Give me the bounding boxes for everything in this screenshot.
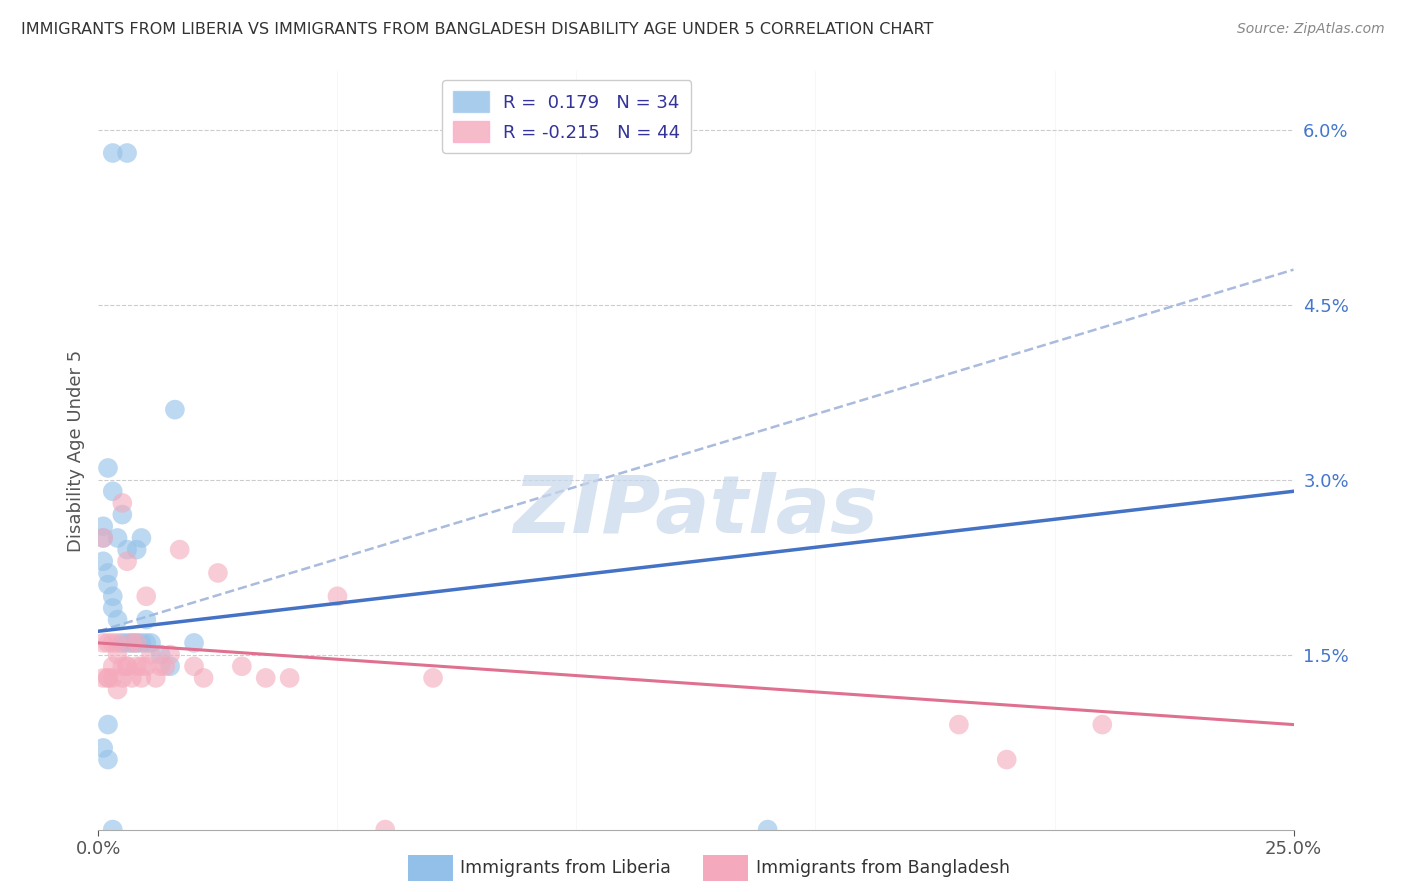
Point	[91, 671, 114, 685]
Point	[115, 636, 138, 650]
Point	[121, 636, 143, 650]
Point	[97, 753, 120, 767]
Point	[159, 659, 181, 673]
Point	[101, 589, 124, 603]
Point	[101, 484, 124, 499]
Point	[254, 671, 277, 685]
Point	[107, 636, 129, 650]
Legend: R =  0.179   N = 34, R = -0.215   N = 44: R = 0.179 N = 34, R = -0.215 N = 44	[441, 80, 692, 153]
Point	[278, 671, 301, 685]
Point	[131, 531, 153, 545]
Point	[91, 554, 114, 568]
Point	[97, 577, 120, 591]
Point	[91, 740, 114, 755]
Point	[135, 589, 157, 603]
Point	[948, 717, 970, 731]
Point	[155, 659, 177, 673]
Point	[756, 822, 779, 837]
Point	[183, 659, 205, 673]
Point	[125, 542, 148, 557]
Point	[101, 671, 124, 685]
Point	[135, 613, 157, 627]
Text: IMMIGRANTS FROM LIBERIA VS IMMIGRANTS FROM BANGLADESH DISABILITY AGE UNDER 5 COR: IMMIGRANTS FROM LIBERIA VS IMMIGRANTS FR…	[21, 22, 934, 37]
Point	[115, 554, 138, 568]
Point	[111, 659, 134, 673]
Point	[207, 566, 229, 580]
Point	[149, 659, 172, 673]
Point	[115, 659, 138, 673]
Point	[125, 636, 148, 650]
Point	[1091, 717, 1114, 731]
Point	[193, 671, 215, 685]
Point	[101, 659, 124, 673]
Point	[374, 822, 396, 837]
Point	[125, 636, 148, 650]
Point	[97, 671, 120, 685]
Point	[97, 671, 120, 685]
Point	[111, 636, 134, 650]
Point	[91, 519, 114, 533]
Point	[131, 671, 153, 685]
Point	[101, 601, 124, 615]
Point	[115, 542, 138, 557]
Point	[101, 636, 124, 650]
Point	[135, 636, 157, 650]
Point	[125, 659, 148, 673]
Point	[107, 648, 129, 662]
Point	[97, 566, 120, 580]
Point	[115, 146, 138, 161]
Point	[139, 636, 162, 650]
Point	[97, 717, 120, 731]
Point	[135, 659, 157, 673]
Point	[97, 461, 120, 475]
Point	[107, 531, 129, 545]
Point	[422, 671, 444, 685]
Point	[139, 648, 162, 662]
Point	[159, 648, 181, 662]
Point	[995, 753, 1018, 767]
Point	[97, 636, 120, 650]
Point	[107, 682, 129, 697]
Point	[111, 508, 134, 522]
Point	[131, 636, 153, 650]
Point	[91, 531, 114, 545]
Point	[115, 659, 138, 673]
Point	[111, 671, 134, 685]
Point	[163, 402, 186, 417]
Point	[91, 531, 114, 545]
Point	[145, 671, 167, 685]
Point	[101, 146, 124, 161]
Point	[131, 659, 153, 673]
Point	[101, 822, 124, 837]
Point	[169, 542, 191, 557]
Point	[121, 636, 143, 650]
Point	[149, 648, 172, 662]
Point	[91, 636, 114, 650]
Text: ZIPatlas: ZIPatlas	[513, 472, 879, 550]
Point	[231, 659, 253, 673]
Point	[326, 589, 349, 603]
Text: Immigrants from Bangladesh: Immigrants from Bangladesh	[756, 859, 1011, 877]
Point	[107, 613, 129, 627]
Text: Immigrants from Liberia: Immigrants from Liberia	[460, 859, 671, 877]
Point	[111, 496, 134, 510]
Y-axis label: Disability Age Under 5: Disability Age Under 5	[66, 350, 84, 551]
Point	[121, 671, 143, 685]
Point	[183, 636, 205, 650]
Text: Source: ZipAtlas.com: Source: ZipAtlas.com	[1237, 22, 1385, 37]
